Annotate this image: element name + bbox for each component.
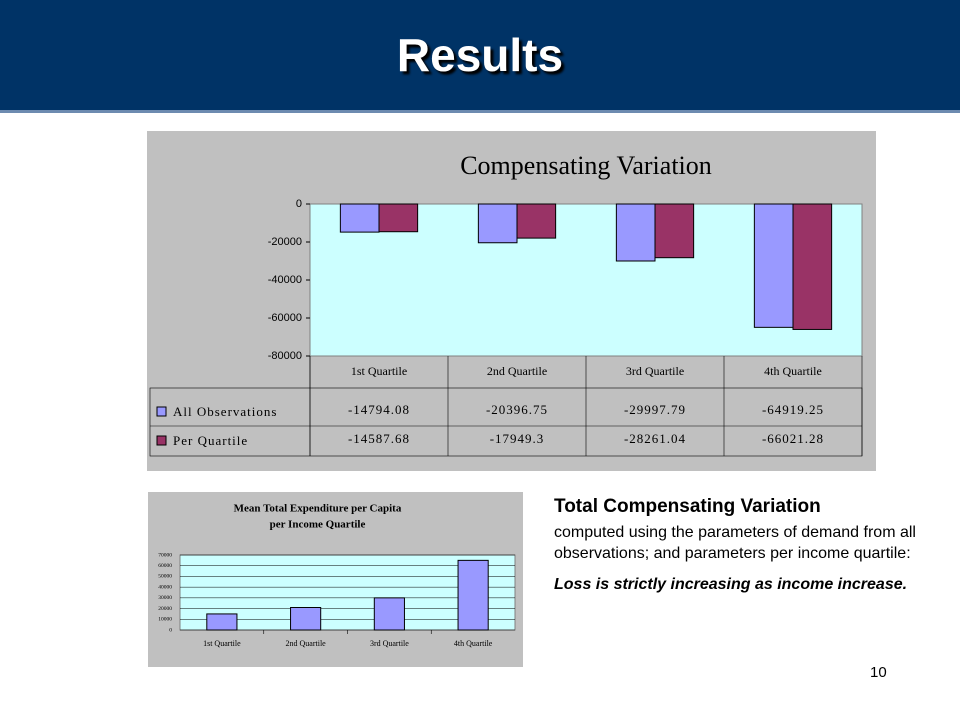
x-tick-label: 2nd Quartile [487, 364, 547, 378]
y-tick-label: 0 [169, 627, 172, 633]
y-tick-label: -60000 [268, 312, 302, 324]
table-value: -29997.79 [624, 402, 686, 417]
chart-title: Mean Total Expenditure per Capita [234, 503, 402, 515]
bar [378, 203, 419, 233]
chart-title: Compensating Variation [460, 151, 712, 180]
bar [206, 613, 238, 631]
chart-title: per Income Quartile [270, 519, 366, 531]
table-value: -14794.08 [348, 402, 410, 417]
bar [373, 597, 405, 631]
x-tick-label: 3rd Quartile [370, 639, 409, 648]
table-value: -20396.75 [486, 402, 548, 417]
y-tick-label: -40000 [268, 274, 302, 286]
bar [477, 203, 518, 244]
table-value: -14587.68 [348, 431, 410, 446]
slide-title: Results [396, 29, 564, 81]
bar [615, 203, 656, 262]
emphasis-text: Loss is strictly increasing as income in… [554, 576, 908, 593]
x-tick-label: 1st Quartile [351, 364, 407, 378]
legend-swatch [156, 435, 167, 446]
bar [654, 203, 695, 259]
x-tick-label: 1st Quartile [203, 639, 241, 648]
y-tick-label: 10000 [158, 617, 172, 623]
y-tick-label: 70000 [158, 552, 172, 558]
x-tick-label: 3rd Quartile [626, 364, 684, 378]
table-value: -17949.3 [490, 431, 545, 446]
bar [290, 607, 322, 631]
x-tick-label: 4th Quartile [454, 639, 493, 648]
legend-label: All Observations [173, 404, 277, 419]
body-text: computed using the parameters of demand … [554, 524, 916, 562]
y-tick-label: 60000 [158, 563, 172, 569]
y-tick-label: 0 [296, 198, 302, 210]
y-tick-label: 50000 [158, 574, 172, 580]
y-tick-label: -20000 [268, 236, 302, 248]
y-tick-label: 30000 [158, 595, 172, 601]
chart-mean-expenditure: Mean Total Expenditure per Capita per Inc… [148, 492, 523, 667]
table-value: -64919.25 [762, 402, 824, 417]
y-tick-label: -80000 [268, 350, 302, 362]
header: Results [0, 0, 960, 113]
bar [792, 203, 833, 330]
bar [457, 559, 489, 631]
heading: Total Compensating Variation [554, 496, 821, 517]
table-value: -28261.04 [624, 431, 686, 446]
text-block: Total Compensating Variation computed us… [554, 496, 934, 598]
y-tick-label: 40000 [158, 584, 172, 590]
legend-label: Per Quartile [173, 433, 248, 448]
page-number: 10 [870, 664, 887, 681]
legend-swatch [156, 406, 167, 417]
bar [753, 203, 794, 328]
table-value: -66021.28 [762, 431, 824, 446]
bar [339, 203, 380, 233]
x-tick-label: 4th Quartile [764, 364, 822, 378]
bar [516, 203, 557, 239]
y-tick-label: 20000 [158, 606, 172, 612]
x-tick-label: 2nd Quartile [286, 639, 327, 648]
chart-compensating-variation: Compensating Variation -80000 -60000 -40000… [147, 131, 876, 471]
